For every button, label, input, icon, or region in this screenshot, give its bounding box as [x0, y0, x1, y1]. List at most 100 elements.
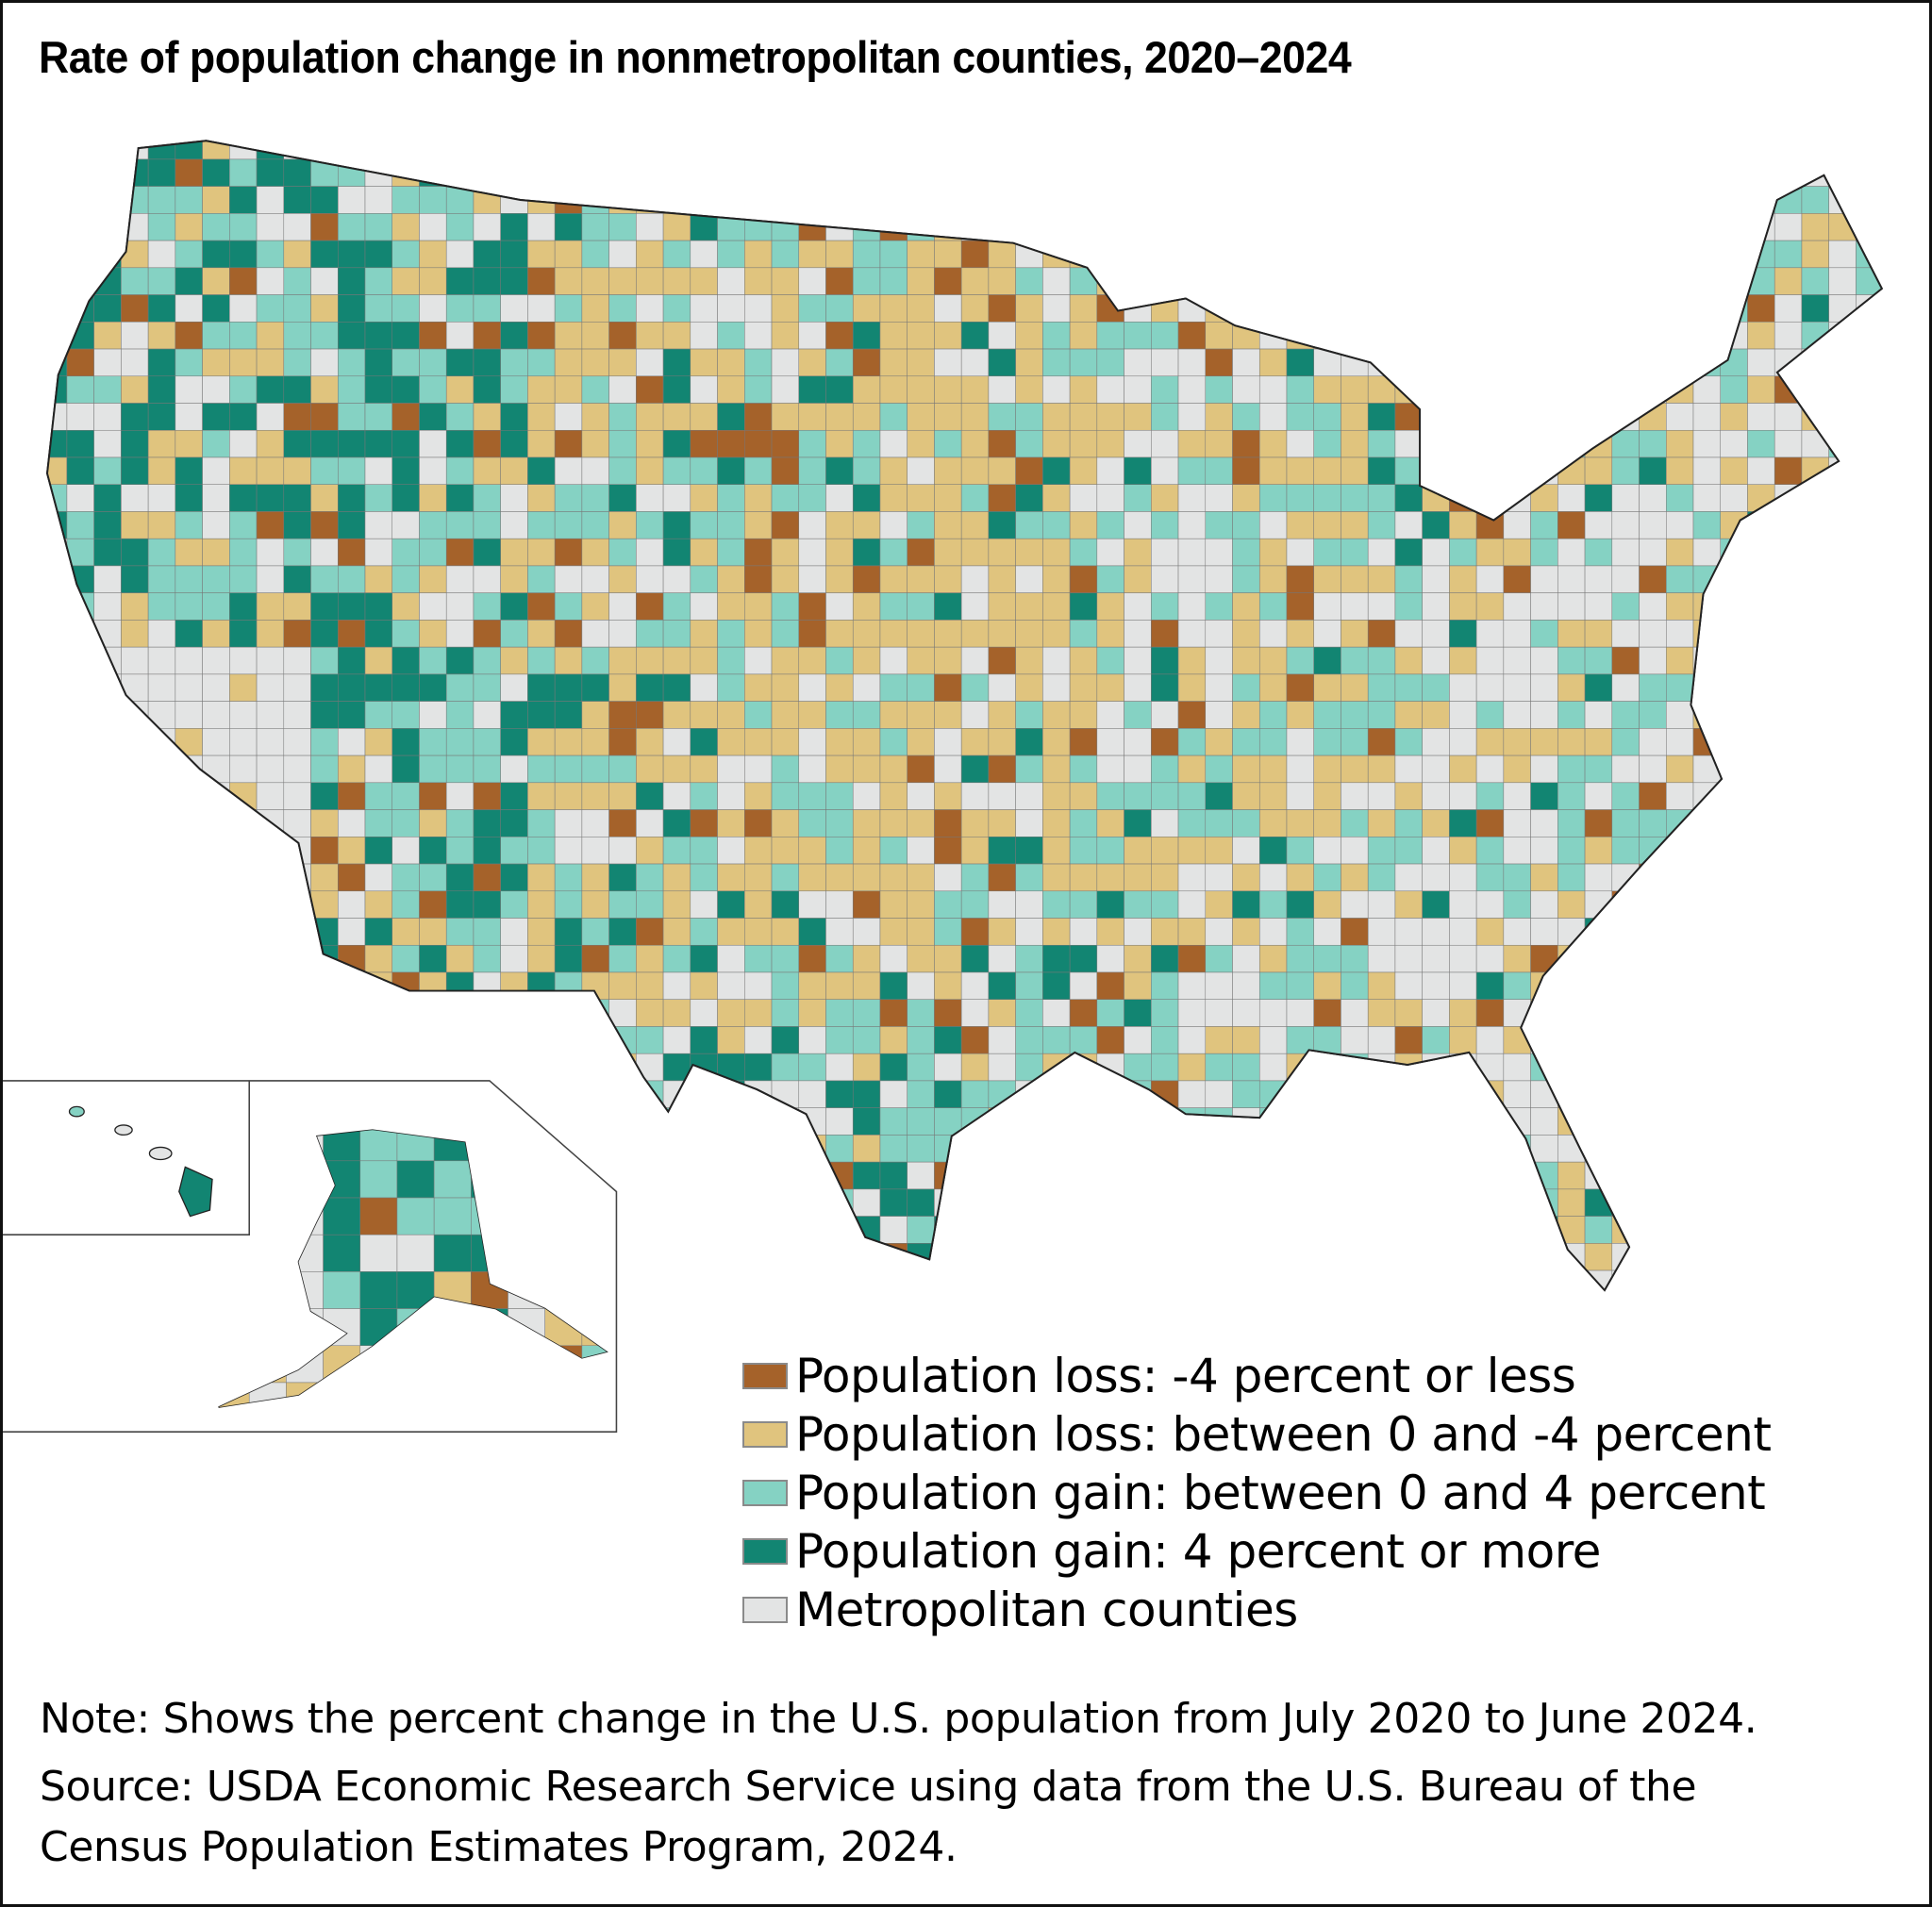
county-cell: [1584, 971, 1613, 1000]
county-cell: [852, 1107, 881, 1136]
county-cell: [1747, 213, 1775, 241]
county-cell: [1611, 1269, 1640, 1290]
county-cell: [1341, 213, 1369, 241]
county-cell: [202, 592, 230, 621]
county-cell: [1449, 863, 1477, 892]
county-cell: [338, 1026, 366, 1054]
county-cell: [798, 429, 826, 458]
county-cell: [1286, 1026, 1314, 1054]
county-cell: [581, 863, 609, 892]
county-cell: [1503, 158, 1531, 187]
county-cell: [1286, 1188, 1314, 1217]
county-cell: [121, 918, 149, 946]
county-cell: [338, 294, 366, 323]
county-cell: [147, 538, 176, 567]
county-cell: [1205, 1269, 1233, 1290]
county-cell: [1720, 1026, 1748, 1054]
county-cell: [310, 1053, 339, 1082]
county-cell: [1394, 267, 1423, 295]
county-cell: [608, 429, 637, 458]
county-cell: [1422, 511, 1450, 539]
county-cell: [283, 837, 311, 865]
county-cell: [1069, 456, 1098, 485]
county-cell: [798, 1243, 826, 1271]
county-cell: [1666, 1107, 1694, 1136]
county-cell: [581, 511, 609, 539]
county-cell: [825, 755, 854, 784]
county-cell: [662, 186, 691, 214]
county-cell: [175, 403, 203, 431]
county-cell: [1530, 890, 1558, 919]
county-cell: [1828, 267, 1857, 295]
county-cell: [1286, 620, 1314, 648]
county-cell: [1666, 1161, 1694, 1190]
county-cell: [1258, 890, 1288, 919]
county-cell: [1584, 863, 1613, 892]
county-cell: [1449, 620, 1477, 648]
county-cell: [1124, 863, 1152, 892]
county-cell: [1747, 809, 1775, 837]
county-cell: [771, 141, 800, 160]
county-cell: [47, 240, 68, 269]
county-cell: [1341, 538, 1369, 567]
county-cell: [960, 1026, 990, 1054]
county-cell: [121, 1188, 149, 1217]
county-cell: [175, 1053, 203, 1082]
county-cell: [1639, 701, 1667, 729]
county-cell: [471, 1271, 508, 1309]
county-cell: [690, 673, 718, 702]
legend-label: Population gain: 4 percent or more: [795, 1524, 1601, 1579]
county-cell: [852, 348, 881, 377]
county-cell: [66, 1080, 94, 1108]
county-cell: [1096, 267, 1124, 295]
county-cell: [717, 755, 745, 784]
county-cell: [554, 620, 583, 648]
county-cell: [1449, 348, 1477, 377]
county-cell: [1883, 728, 1910, 755]
county-cell: [1422, 565, 1450, 593]
county-cell: [960, 538, 990, 567]
county-cell: [1801, 673, 1829, 702]
county-cell: [1801, 1080, 1829, 1108]
county-cell: [283, 141, 311, 160]
county-cell: [310, 701, 339, 729]
county-cell: [690, 1269, 718, 1290]
county-cell: [1530, 1243, 1558, 1271]
county-cell: [256, 429, 285, 458]
county-cell: [852, 971, 881, 1000]
county-cell: [744, 918, 773, 946]
county-cell: [1720, 1107, 1748, 1136]
county-cell: [608, 456, 637, 485]
county-cell: [1611, 782, 1640, 810]
county-cell: [445, 944, 475, 973]
county-cell: [1069, 538, 1098, 567]
county-cell: [934, 1161, 962, 1190]
county-cell: [1475, 1269, 1505, 1290]
county-cell: [1096, 375, 1124, 404]
county-cell: [717, 1026, 745, 1054]
county-cell: [690, 511, 718, 539]
county-cell: [1449, 267, 1477, 295]
county-cell: [391, 538, 420, 567]
county-cell: [934, 918, 962, 946]
county-cell: [1557, 646, 1586, 675]
county-cell: [419, 375, 447, 404]
county-cell: [581, 728, 609, 756]
county-cell: [283, 971, 311, 1000]
county-cell: [1151, 240, 1179, 269]
county-cell: [717, 809, 745, 837]
county-cell: [581, 294, 609, 323]
county-cell: [1367, 728, 1396, 756]
county-cell: [1503, 348, 1531, 377]
county-cell: [364, 971, 392, 1000]
county-cell: [1449, 1269, 1477, 1290]
county-cell: [1015, 837, 1043, 865]
county-cell: [1475, 673, 1505, 702]
county-cell: [744, 592, 773, 621]
county-cell: [1774, 1135, 1803, 1163]
county-cell: [1177, 348, 1207, 377]
county-cell: [636, 186, 664, 214]
county-cell: [1232, 1053, 1260, 1082]
county-cell: [852, 294, 881, 323]
county-cell: [960, 294, 990, 323]
